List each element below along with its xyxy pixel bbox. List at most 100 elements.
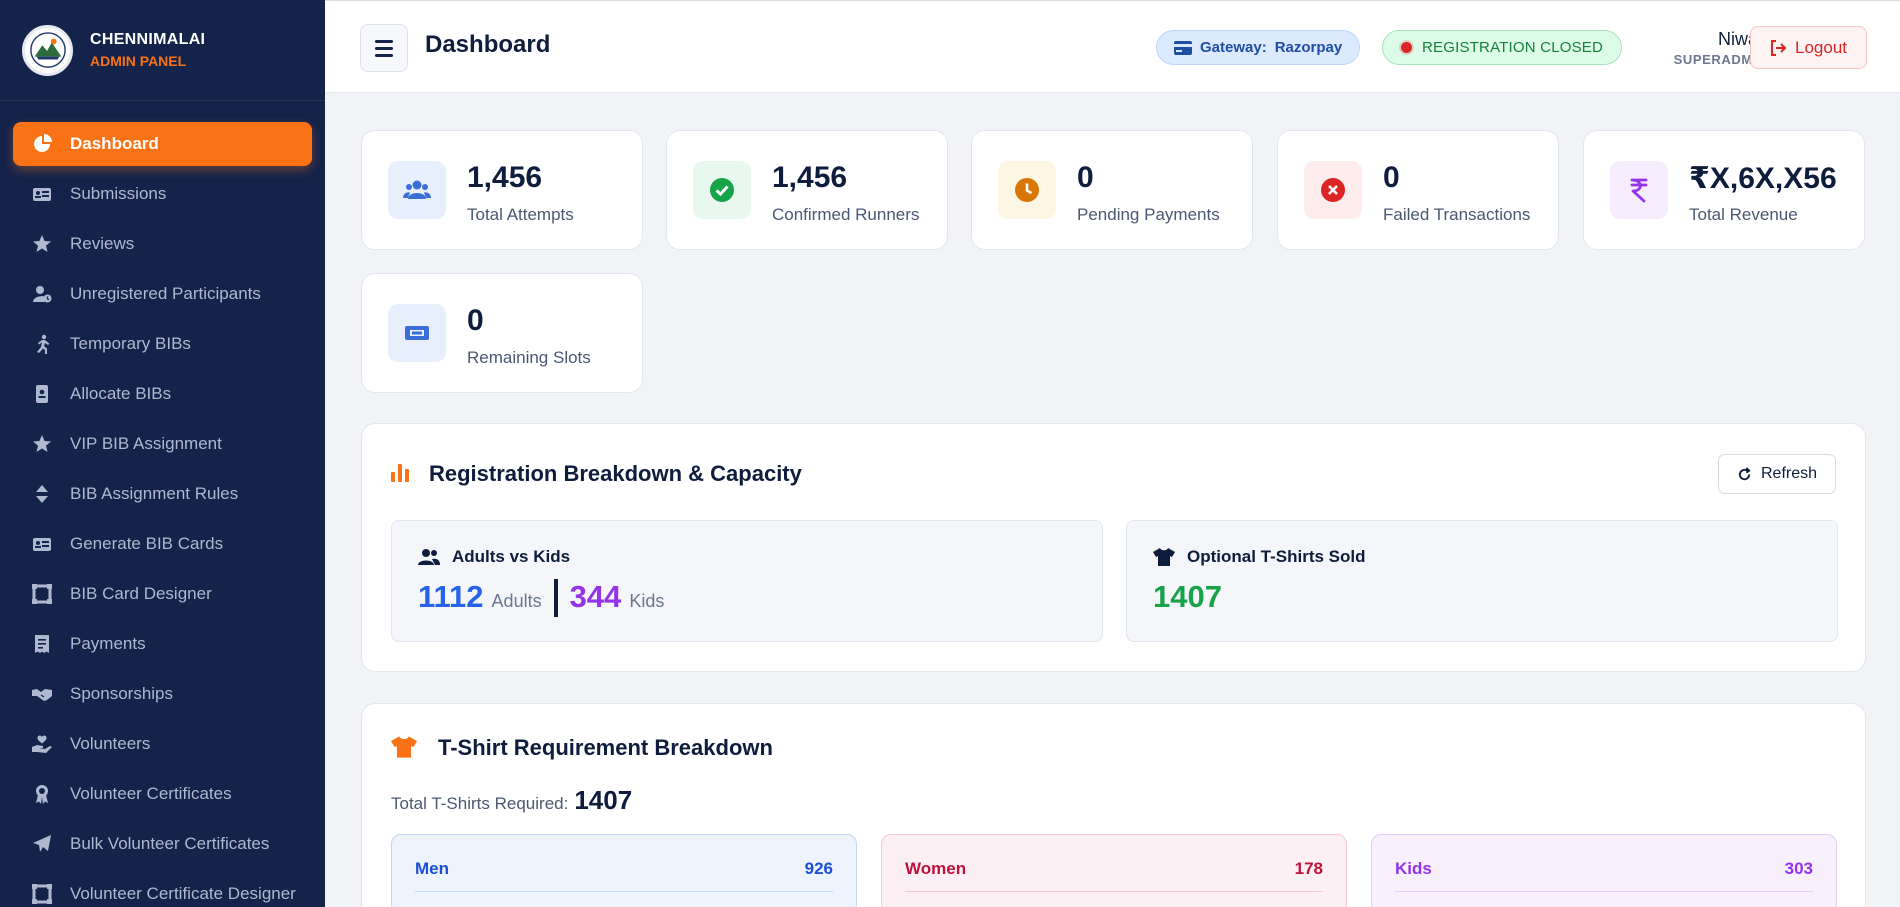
stat-value: 1,456 <box>772 161 848 194</box>
award-icon <box>31 783 53 805</box>
total-tshirts: Total T-Shirts Required: 1407 <box>391 785 632 816</box>
sidebar-item-reviews[interactable]: Reviews <box>13 222 312 266</box>
sidebar-item-label: Temporary BIBs <box>70 334 191 353</box>
bar-chart-icon <box>391 464 409 482</box>
stat-card-total-revenue: ₹X,6X,X56 Total Revenue <box>1583 130 1865 250</box>
tshirt-group-divider <box>415 891 833 892</box>
sidebar-item-label: Allocate BIBs <box>70 384 172 403</box>
sidebar-item-temporary-bibs[interactable]: Temporary BIBs <box>13 322 312 366</box>
sidebar-item-label: Unregistered Participants <box>70 284 261 303</box>
sidebar-item-label: Volunteers <box>70 734 151 753</box>
stat-value: 0 <box>1383 161 1400 194</box>
sidebar-item-vip-bib-assignment[interactable]: VIP BIB Assignment <box>13 422 312 466</box>
sidebar-item-label: VIP BIB Assignment <box>70 434 222 453</box>
sidebar: CHENNIMALAI ADMIN PANEL Dashboard Submiss… <box>0 0 325 907</box>
user-role: SUPERADMIN <box>1673 52 1767 67</box>
sidebar-item-volunteer-certificate-designer[interactable]: Volunteer Certificate Designer <box>13 872 312 907</box>
sidebar-item-allocate-bibs[interactable]: Allocate BIBs <box>13 372 312 416</box>
credit-card-icon <box>1174 40 1192 55</box>
top-header: Dashboard Gateway: Razorpay REGISTRATION… <box>325 0 1900 93</box>
sidebar-item-label: Sponsorships <box>70 684 174 703</box>
hand-holding-heart-icon <box>31 733 53 755</box>
tshirt-requirement-title: T-Shirt Requirement Breakdown <box>438 735 773 760</box>
check-circle-icon <box>693 161 751 219</box>
refresh-label: Refresh <box>1760 465 1818 482</box>
breakdown-title: Registration Breakdown & Capacity <box>429 461 802 486</box>
sidebar-item-label: BIB Card Designer <box>70 584 212 603</box>
sidebar-item-payments[interactable]: Payments <box>13 622 312 666</box>
logo <box>22 24 73 76</box>
registration-status-badge: REGISTRATION CLOSED <box>1382 30 1623 65</box>
star-icon <box>31 433 53 455</box>
times-circle-icon <box>1304 161 1362 219</box>
adults-count: 1112 <box>418 579 484 614</box>
stat-value: 1,456 <box>467 161 543 194</box>
sidebar-item-volunteers[interactable]: Volunteers <box>13 722 312 766</box>
id-card-icon <box>31 533 53 555</box>
optional-tshirts-count: 1407 <box>1153 579 1222 614</box>
id-badge-icon <box>31 383 53 405</box>
users-icon <box>388 161 446 219</box>
sidebar-item-bulk-volunteer-certificates[interactable]: Bulk Volunteer Certificates <box>13 822 312 866</box>
tshirt-group-name: Women <box>905 859 967 878</box>
adults-vs-kids-title: Adults vs Kids <box>452 547 571 566</box>
stat-value: 0 <box>467 304 484 337</box>
total-tshirts-label: Total T-Shirts Required: <box>391 794 569 813</box>
sidebar-item-unregistered-participants[interactable]: Unregistered Participants <box>13 272 312 316</box>
sidebar-item-label: Bulk Volunteer Certificates <box>70 834 270 853</box>
stat-label: Total Revenue <box>1689 205 1798 224</box>
ticket-icon <box>388 304 446 362</box>
hamburger-icon <box>375 38 393 59</box>
sidebar-item-volunteer-certificates[interactable]: Volunteer Certificates <box>13 772 312 816</box>
menu-toggle-button[interactable] <box>360 24 408 72</box>
tshirt-group-count: 178 <box>1294 859 1323 878</box>
stat-label: Remaining Slots <box>467 348 591 367</box>
sidebar-item-sponsorships[interactable]: Sponsorships <box>13 672 312 716</box>
sidebar-item-label: Dashboard <box>70 134 159 153</box>
sidebar-item-label: Volunteer Certificates <box>70 784 232 803</box>
optional-tshirts-title: Optional T-Shirts Sold <box>1187 547 1366 566</box>
tshirt-icon <box>1153 548 1175 566</box>
gateway-label: Gateway: <box>1200 39 1267 56</box>
kids-label: Kids <box>629 591 665 611</box>
stat-card-confirmed-runners: 1,456 Confirmed Runners <box>666 130 948 250</box>
rupee-icon <box>1610 161 1668 219</box>
page-title: Dashboard <box>425 31 551 58</box>
gateway-value: Razorpay <box>1274 39 1343 56</box>
tshirt-group-men: Men 926 <box>391 834 857 907</box>
stat-label: Failed Transactions <box>1383 205 1531 224</box>
total-tshirts-value: 1407 <box>574 785 633 815</box>
sidebar-item-bib-card-designer[interactable]: BIB Card Designer <box>13 572 312 616</box>
divider <box>553 579 558 617</box>
tshirt-group-divider <box>1395 891 1813 892</box>
brand-title: CHENNIMALAI <box>90 31 206 48</box>
stat-card-pending-payments: 0 Pending Payments <box>971 130 1253 250</box>
sidebar-item-label: Volunteer Certificate Designer <box>70 884 296 903</box>
sidebar-item-bib-assignment-rules[interactable]: BIB Assignment Rules <box>13 472 312 516</box>
kids-count: 344 <box>569 579 622 614</box>
registration-breakdown-panel: Registration Breakdown & Capacity Refres… <box>361 423 1866 672</box>
refresh-button[interactable]: Refresh <box>1718 454 1836 494</box>
sidebar-item-dashboard[interactable]: Dashboard <box>13 122 312 166</box>
stat-label: Confirmed Runners <box>772 205 920 224</box>
brand: CHENNIMALAI ADMIN PANEL <box>0 0 325 101</box>
stat-card-remaining-slots: 0 Remaining Slots <box>361 273 643 393</box>
sidebar-item-generate-bib-cards[interactable]: Generate BIB Cards <box>13 522 312 566</box>
sidebar-item-submissions[interactable]: Submissions <box>13 172 312 216</box>
status-dot-icon <box>1401 42 1412 53</box>
crop-icon <box>31 583 53 605</box>
clock-icon <box>998 161 1056 219</box>
stat-value: ₹X,6X,X56 <box>1689 162 1837 195</box>
tshirt-requirement-panel: T-Shirt Requirement Breakdown Total T-Sh… <box>361 703 1866 907</box>
tshirt-icon <box>391 736 417 758</box>
logout-button[interactable]: Logout <box>1750 26 1867 69</box>
brand-subtitle: ADMIN PANEL <box>90 53 187 69</box>
logout-label: Logout <box>1795 37 1847 57</box>
star-icon <box>31 233 53 255</box>
stat-card-total-attempts: 1,456 Total Attempts <box>361 130 643 250</box>
tshirt-group-divider <box>905 891 1323 892</box>
paper-plane-icon <box>31 833 53 855</box>
tshirt-group-name: Kids <box>1395 859 1432 878</box>
stat-label: Pending Payments <box>1077 205 1220 224</box>
tshirt-group-name: Men <box>415 859 449 878</box>
